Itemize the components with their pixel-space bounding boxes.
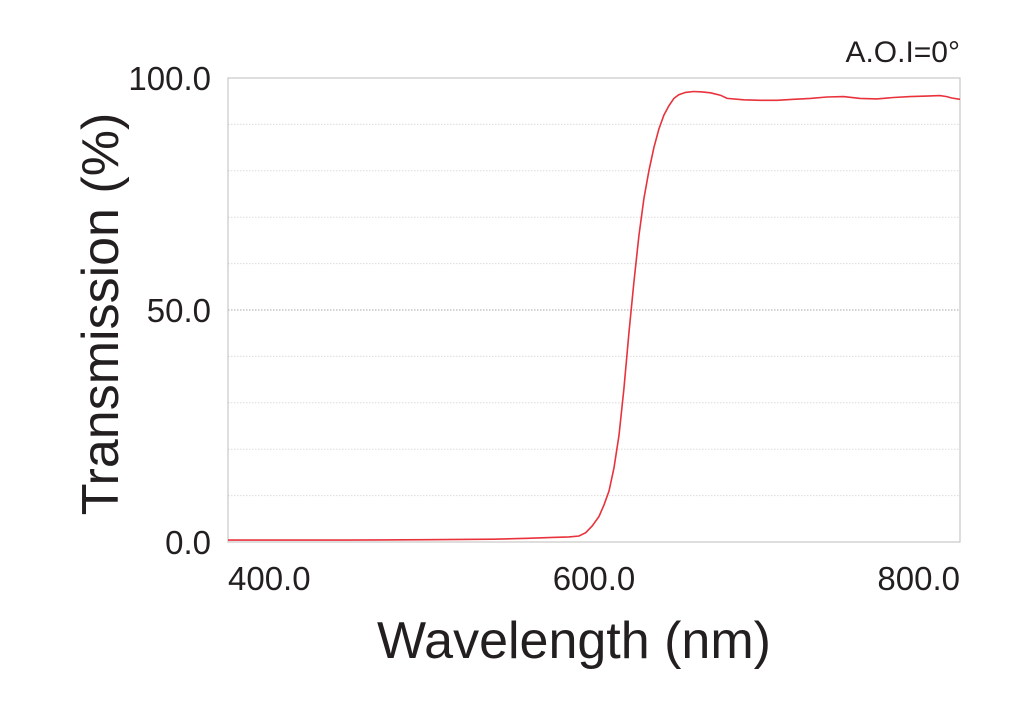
y-tick-label: 0.0 (165, 524, 211, 561)
x-tick-label: 400.0 (228, 560, 311, 597)
plot-area-frame (227, 77, 961, 543)
transmission-curve (228, 90, 961, 541)
x-axis-title: Wavelength (nm) (377, 612, 771, 670)
x-tick-label: 800.0 (877, 560, 960, 597)
y-tick-label: 100.0 (128, 60, 211, 97)
x-axis-tick-labels: 400.0 600.0 800.0 (228, 560, 960, 597)
y-axis-tick-labels: 0.0 50.0 100.0 (128, 60, 211, 561)
x-tick-label: 600.0 (553, 560, 636, 597)
y-tick-label: 50.0 (147, 292, 211, 329)
y-axis-title: Transmission (%) (72, 113, 130, 516)
angle-of-incidence-annotation: A.O.I=0° (845, 36, 960, 69)
grid-lines (228, 123, 960, 497)
